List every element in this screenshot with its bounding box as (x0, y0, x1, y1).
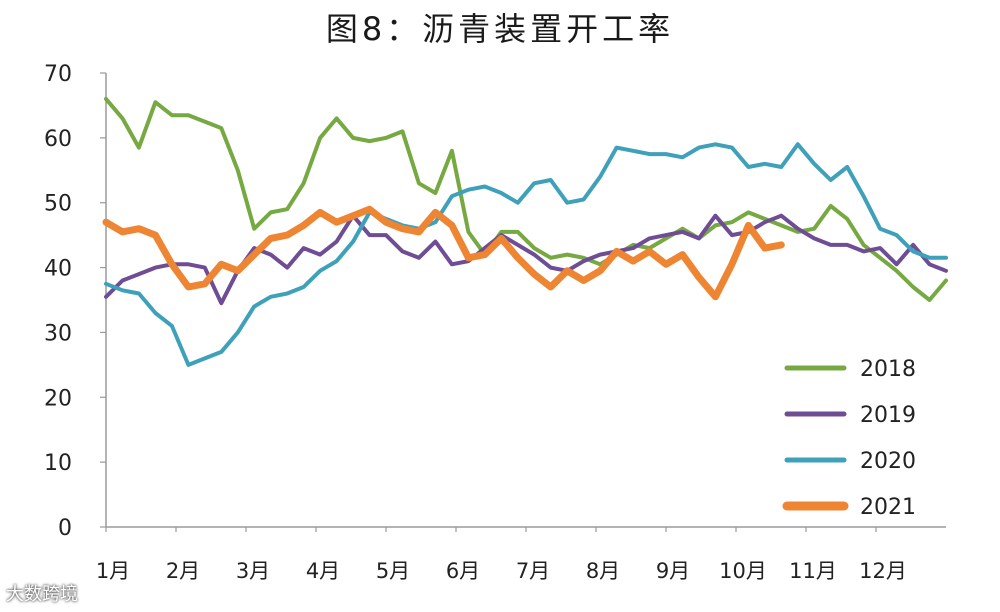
x-tick-label: 11月 (789, 559, 837, 583)
y-tick-label: 30 (44, 321, 72, 346)
x-tick-label: 12月 (859, 559, 907, 583)
legend-label-2018: 2018 (860, 357, 916, 382)
axes: 0 10 20 30 40 50 60 70 1月 2月 3月 4月 5月 6月 7月 8月 9月 10月 11月 1… (44, 62, 946, 583)
x-tick-label: 2月 (166, 559, 200, 583)
x-tick-label: 6月 (446, 559, 480, 583)
x-tick-label: 5月 (376, 559, 410, 583)
y-tick-label: 50 (44, 192, 72, 217)
chart-title: 图8：沥青装置开工率 (325, 10, 675, 48)
y-tick-label: 40 (44, 257, 72, 282)
x-tick-label: 9月 (656, 559, 690, 583)
series-layer (102, 96, 948, 367)
series-line-2019 (104, 213, 948, 306)
series-line-2018 (104, 96, 948, 302)
x-tick-label: 10月 (719, 559, 767, 583)
x-tick-label: 1月 (96, 559, 130, 583)
legend-label-2020: 2020 (860, 449, 916, 474)
y-tick-label: 10 (44, 451, 72, 476)
y-tick-label: 60 (44, 127, 72, 152)
watermark: 大数跨境 (6, 584, 78, 605)
legend-label-2021: 2021 (860, 495, 916, 520)
y-tick-label: 70 (44, 62, 72, 87)
y-tick-label: 20 (44, 386, 72, 411)
series-line-2021 (102, 205, 785, 301)
legend-label-2019: 2019 (860, 403, 916, 428)
x-tick-label: 7月 (516, 559, 550, 583)
x-tick-label: 4月 (306, 559, 340, 583)
x-tick-label: 8月 (586, 559, 620, 583)
y-tick-label: 0 (58, 516, 72, 541)
series-line-2020 (104, 142, 948, 367)
x-tick-label: 3月 (236, 559, 270, 583)
legend: 2018 2019 2020 2021 (782, 357, 916, 520)
